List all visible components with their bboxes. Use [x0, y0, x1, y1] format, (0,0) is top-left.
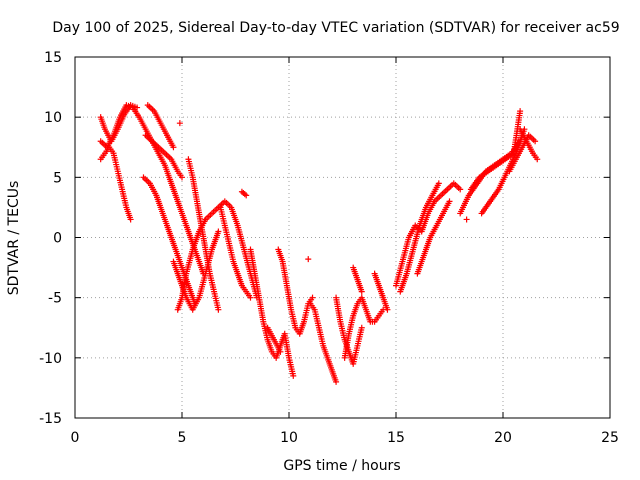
data-point — [290, 372, 297, 379]
data-point — [215, 306, 222, 313]
y-tick-label: 0 — [53, 231, 62, 247]
data-point — [435, 180, 442, 187]
data-point — [333, 378, 340, 385]
x-tick-label: 5 — [178, 430, 187, 446]
x-tick-label: 15 — [387, 430, 405, 446]
data-point — [176, 120, 183, 127]
data-point — [358, 288, 365, 295]
data-point — [534, 156, 541, 163]
y-axis-label: SDTVAR / TECUs — [6, 181, 22, 296]
x-axis-ticks: 0 5 10 15 20 25 — [71, 57, 619, 446]
data-points — [97, 102, 541, 385]
data-point — [134, 104, 141, 111]
data-point — [305, 256, 312, 263]
data-point — [517, 108, 524, 115]
x-axis-label: GPS time / hours — [283, 458, 400, 474]
data-point — [127, 216, 134, 223]
data-point — [170, 144, 177, 151]
x-tick-label: 20 — [494, 430, 512, 446]
data-point — [532, 138, 539, 145]
data-point — [457, 186, 464, 193]
chart-title: Day 100 of 2025, Sidereal Day-to-day VTE… — [52, 20, 619, 36]
data-point — [446, 198, 453, 205]
y-tick-label: 15 — [44, 50, 62, 66]
data-point — [215, 228, 222, 235]
data-point — [247, 294, 254, 301]
y-tick-label: -5 — [48, 291, 62, 307]
y-tick-label: -15 — [39, 411, 62, 427]
data-point — [179, 174, 185, 181]
y-axis-ticks: 15 10 5 0 -5 -10 -15 — [39, 50, 610, 427]
y-tick-label: -10 — [39, 351, 62, 367]
data-point — [243, 192, 250, 199]
x-tick-label: 10 — [280, 430, 298, 446]
data-point — [463, 216, 470, 223]
x-tick-label: 25 — [601, 430, 619, 446]
x-tick-label: 0 — [71, 430, 80, 446]
data-point — [384, 306, 391, 313]
data-point — [358, 324, 365, 331]
y-tick-label: 10 — [44, 110, 62, 126]
data-point — [277, 348, 284, 355]
y-tick-label: 5 — [53, 170, 62, 186]
data-point — [309, 294, 316, 301]
